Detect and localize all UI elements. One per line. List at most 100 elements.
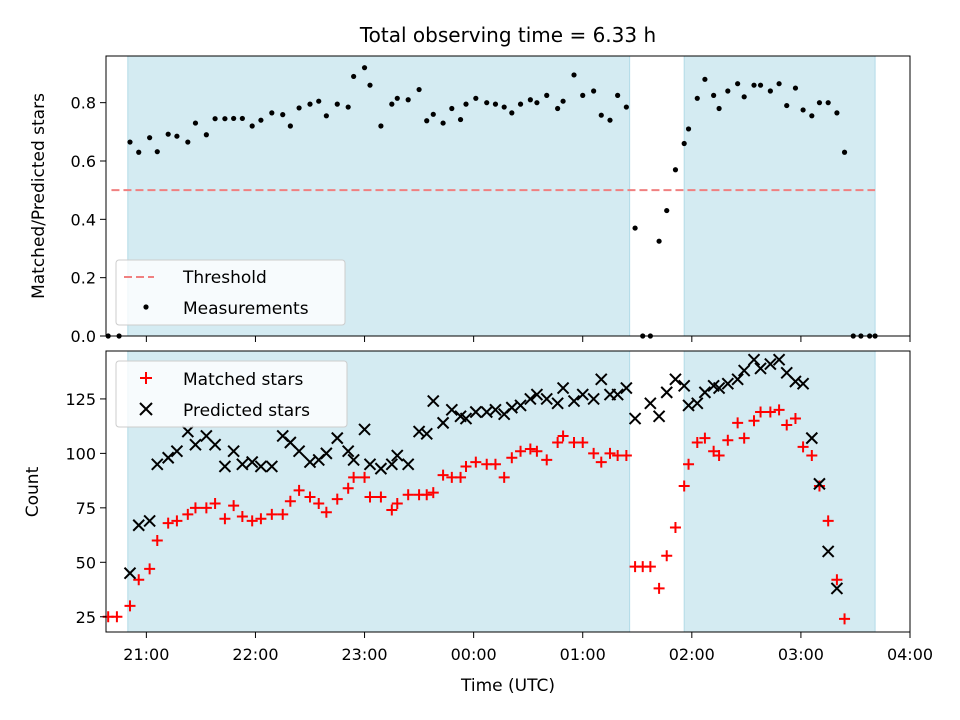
measurement-point [615, 92, 621, 98]
predicted-stars-point [721, 377, 735, 390]
predicted-stars-point [143, 514, 156, 528]
matched-stars-point [732, 417, 744, 429]
observing-interval-band [683, 350, 876, 633]
measurement-point [367, 82, 373, 88]
matched-stars-point [182, 508, 194, 520]
predicted-stars-point [170, 444, 184, 458]
matched-stars-point [455, 471, 467, 483]
matched-stars-point [595, 456, 607, 468]
matched-stars-point [460, 460, 472, 472]
measurement-point [405, 97, 411, 103]
predicted-stars-point [358, 423, 371, 436]
matched-stars-point [313, 497, 325, 509]
measurement-point [509, 110, 515, 116]
matched-stars-point [189, 502, 201, 514]
predicted-stars-point [712, 381, 726, 395]
measurement-point [716, 105, 722, 112]
predicted-stars-point [764, 357, 777, 371]
matched-stars-point [822, 515, 834, 527]
predicted-stars-point [567, 394, 581, 408]
ratio-legend: Threshold Measurements [115, 259, 346, 326]
predicted-stars-point [489, 403, 502, 417]
predicted-stars-point [754, 362, 767, 375]
matched-stars-point [515, 445, 527, 457]
threshold-legend-label: Threshold [182, 268, 267, 288]
matched-stars-point [773, 404, 785, 416]
matched-stars-point [683, 458, 695, 470]
matched-stars-point [557, 430, 569, 442]
measurement-point [185, 139, 191, 145]
measurement-point [702, 76, 708, 82]
measurement-point [741, 94, 747, 100]
x-tick-label: 04:00 [887, 645, 933, 664]
measurement-point [580, 92, 586, 98]
measurement-point [154, 149, 160, 155]
measurement-point [165, 131, 171, 137]
measurement-point [307, 101, 313, 107]
matched-stars-point [644, 561, 656, 573]
matched-stars-point [255, 513, 267, 525]
measurement-point [249, 123, 255, 129]
measurement-point [623, 104, 629, 110]
matched-stars-point [375, 491, 387, 503]
measurement-point [231, 115, 237, 122]
ratio-y-axis-label: Matched/Predicted stars [29, 93, 49, 299]
count-legend-box [115, 360, 348, 428]
y-tick-label: 100 [65, 444, 96, 463]
matched-stars-point [797, 441, 809, 453]
measurement-point [725, 88, 731, 94]
predicted-stars-point [576, 388, 589, 401]
measurement-point [555, 105, 561, 112]
predicted-stars-point [254, 460, 268, 473]
count-panel: 25 50 75 100 125 21:00 22:00 23:00 00:00 01:00 02… [23, 350, 933, 696]
predicted-stars-point [587, 392, 600, 406]
count-panel-frame [105, 350, 911, 633]
predicted-stars-point [595, 373, 608, 386]
measurements-legend-label: Measurements [183, 299, 309, 319]
predicted-stars-point [669, 373, 682, 386]
measurement-point [534, 100, 540, 106]
measurement-point [316, 98, 322, 104]
matched-stars-point [604, 447, 616, 459]
y-tick-label: 0.0 [71, 327, 96, 346]
matched-stars-point [552, 436, 564, 448]
measurement-point [127, 139, 133, 145]
y-tick-label: 125 [65, 390, 96, 409]
predicted-stars-point [514, 399, 527, 412]
measurement-point [800, 107, 806, 113]
x-tick-label: 01:00 [560, 645, 606, 664]
matched-stars-point [364, 491, 376, 503]
measurements-legend-swatch [143, 304, 149, 310]
predicted-stars-point [556, 381, 570, 395]
measurement-point [351, 73, 357, 80]
matched-stars-point [489, 458, 501, 470]
measurement-point [598, 112, 604, 118]
predicted-stars-legend-swatch [139, 402, 153, 416]
measurement-point [473, 95, 479, 101]
predicted-stars-point [374, 462, 388, 475]
measurement-point [757, 82, 764, 88]
matched-stars-point [348, 471, 360, 483]
ratio-y-axis: 0.0 0.2 0.4 0.6 0.8 [71, 94, 106, 346]
matched-stars-point [839, 613, 851, 625]
matched-stars-point [620, 450, 632, 462]
measurement-point [694, 95, 700, 101]
matched-stars-point [266, 508, 278, 520]
measurement-point [825, 100, 831, 106]
measurement-point [672, 167, 679, 173]
measurement-point [334, 101, 340, 107]
matched-stars-point [713, 450, 725, 462]
measurement-point [361, 65, 368, 71]
measurement-point [735, 81, 741, 87]
matched-stars-point [421, 489, 433, 501]
predicted-stars-point [830, 582, 844, 595]
predicted-stars-point [445, 403, 459, 417]
predicted-stars-point [677, 379, 691, 393]
matched-stars-point [219, 513, 231, 525]
measurement-point [239, 115, 245, 122]
matched-stars-point [359, 471, 371, 483]
matched-stars-point [331, 493, 343, 505]
matched-stars-point [342, 482, 354, 494]
predicted-stars-point [347, 453, 360, 467]
matched-stars-point [722, 434, 734, 446]
